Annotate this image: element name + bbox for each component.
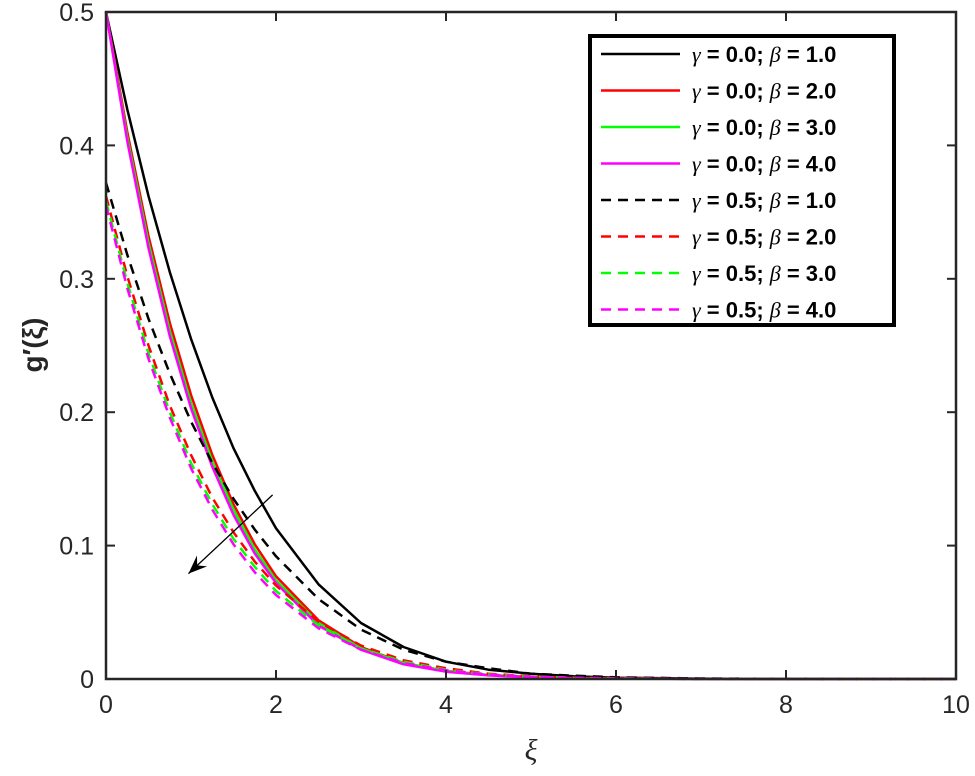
legend-label-4: γ = 0.0; β = 4.0 — [692, 152, 836, 177]
legend: γ = 0.0; β = 1.0 γ = 0.0; β = 2.0 γ = 0.0;… — [588, 34, 896, 327]
legend-label-6: γ = 0.5; β = 2.0 — [692, 225, 836, 250]
y-tick-label: 0.4 — [59, 132, 94, 160]
x-tick-label: 0 — [99, 691, 113, 719]
y-tick-label: 0.3 — [59, 266, 94, 294]
y-tick-label: 0.1 — [59, 533, 94, 561]
legend-label-7: γ = 0.5; β = 3.0 — [692, 261, 836, 286]
y-tick-label: 0 — [80, 666, 94, 694]
x-axis: 0 2 4 6 8 10 — [99, 12, 970, 719]
legend-box — [588, 34, 896, 327]
x-tick-label: 4 — [439, 691, 453, 719]
legend-label-2: γ = 0.0; β = 2.0 — [692, 79, 836, 104]
arrow-shaft — [188, 494, 274, 575]
series-line-7 — [104, 201, 956, 681]
y-tick-label: 0.2 — [59, 399, 94, 427]
x-tick-label: 2 — [269, 691, 283, 719]
x-tick-label: 8 — [779, 691, 793, 719]
legend-label-3: γ = 0.0; β = 3.0 — [692, 115, 836, 140]
y-tick-label: 0.5 — [59, 0, 94, 27]
series-line-6 — [104, 195, 956, 681]
y-axis: 0 0.1 0.2 0.3 0.4 0.5 — [59, 0, 956, 694]
legend-label-5: γ = 0.5; β = 1.0 — [692, 188, 836, 213]
arrow-head — [188, 555, 208, 574]
x-tick-label: 10 — [942, 691, 970, 719]
series-line-8 — [104, 205, 956, 681]
legend-label-1: γ = 0.0; β = 1.0 — [692, 42, 836, 67]
legend-label-8: γ = 0.5; β = 4.0 — [692, 298, 836, 323]
x-axis-label: ξ — [525, 734, 538, 767]
annotation-layer — [188, 494, 274, 575]
plot-area-border — [104, 10, 958, 681]
y-axis-label: g′(ξ) — [17, 318, 48, 373]
x-tick-label: 6 — [609, 691, 623, 719]
